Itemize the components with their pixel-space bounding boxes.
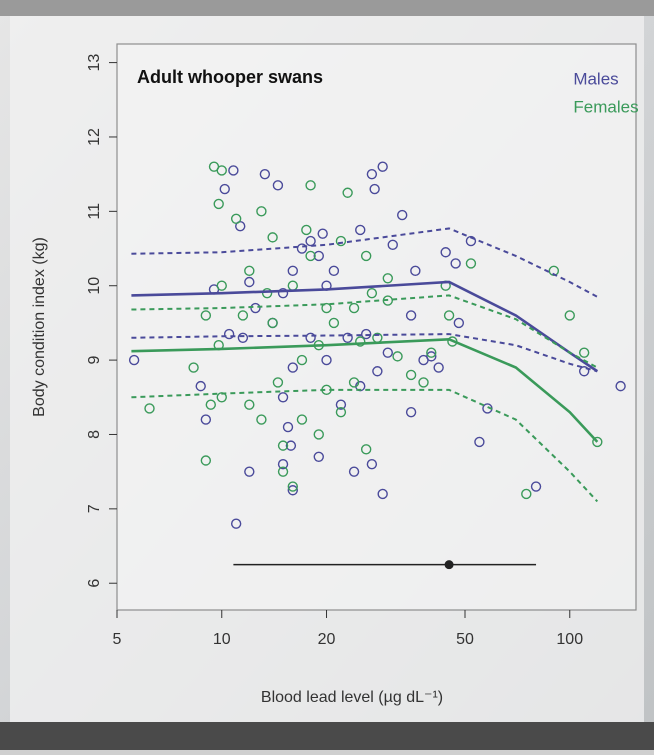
plot-area: [117, 44, 636, 610]
y-tick-label: 12: [86, 128, 103, 146]
y-tick-label: 11: [86, 203, 103, 220]
y-axis-label: Body condition index (kg): [31, 237, 48, 417]
y-tick-label: 6: [86, 579, 103, 588]
x-tick-label: 50: [456, 631, 474, 648]
y-tick-label: 9: [86, 356, 103, 365]
chart: Adult whooper swans Blood lead level (µg…: [0, 0, 654, 750]
x-tick-label: 5: [113, 631, 122, 648]
y-tick-label: 13: [86, 54, 103, 72]
chart-title: Adult whooper swans: [137, 67, 323, 87]
top-band: [0, 0, 654, 16]
y-tick-label: 8: [86, 430, 103, 439]
y-tick-label: 10: [86, 277, 103, 295]
y-tick-label: 7: [86, 504, 103, 513]
x-tick-label: 20: [318, 631, 336, 648]
bottom-band: [0, 722, 654, 750]
x-tick-label: 100: [556, 631, 583, 648]
legend-label: Males: [573, 69, 618, 88]
breakpoint: [445, 560, 454, 569]
x-axis-label: Blood lead level (µg dL⁻¹): [261, 689, 443, 706]
legend-label: Females: [573, 97, 638, 116]
x-tick-label: 10: [213, 631, 231, 648]
